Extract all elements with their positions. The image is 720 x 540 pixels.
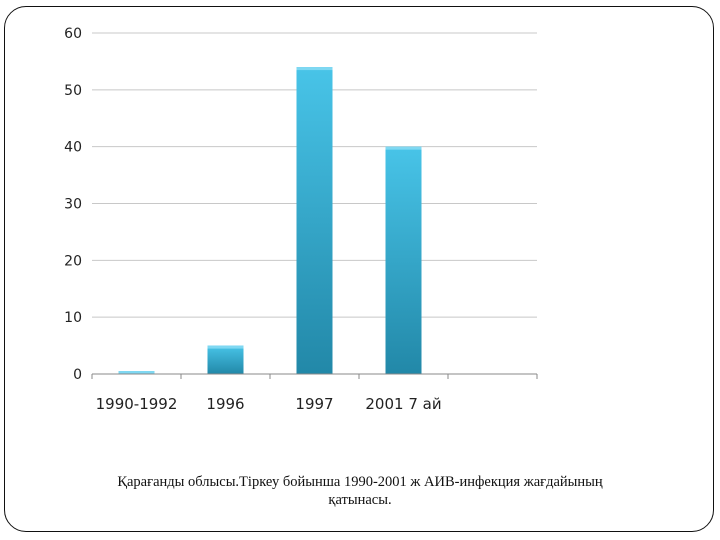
bar-2 [296, 67, 333, 374]
bar-top-0 [118, 371, 155, 374]
y-tick-label-60: 60 [64, 26, 82, 42]
x-category-label-0: 1990-1992 [96, 395, 178, 413]
y-tick-label-0: 0 [73, 367, 82, 383]
y-tick-label-40: 40 [64, 140, 82, 156]
y-tick-label-10: 10 [64, 310, 82, 326]
y-axis-ticks: 0 10 20 30 40 50 60 [64, 26, 82, 383]
y-tick-label-30: 30 [64, 197, 82, 213]
bars [118, 67, 422, 374]
bar-top-2 [296, 67, 333, 71]
y-tick-label-20: 20 [64, 253, 82, 269]
bar-1 [207, 345, 244, 374]
x-category-label-2: 1997 [295, 395, 333, 413]
x-axis [91, 373, 538, 379]
caption-line-2: қатынасы. [328, 492, 392, 508]
slide-frame [4, 6, 714, 532]
chart-caption: Қарағанды облысы.Тіркеу бойынша 1990-200… [60, 473, 660, 509]
x-category-label-3: 2001 7 ай [365, 395, 441, 413]
bar-top-1 [207, 345, 244, 349]
caption-line-1: Қарағанды облысы.Тіркеу бойынша 1990-200… [117, 474, 603, 490]
bar-3 [385, 146, 422, 374]
x-axis-labels: 1990-1992 1996 1997 2001 7 ай [96, 395, 442, 413]
y-tick-label-50: 50 [64, 83, 82, 99]
x-category-label-1: 1996 [206, 395, 244, 413]
bar-top-3 [385, 146, 422, 150]
